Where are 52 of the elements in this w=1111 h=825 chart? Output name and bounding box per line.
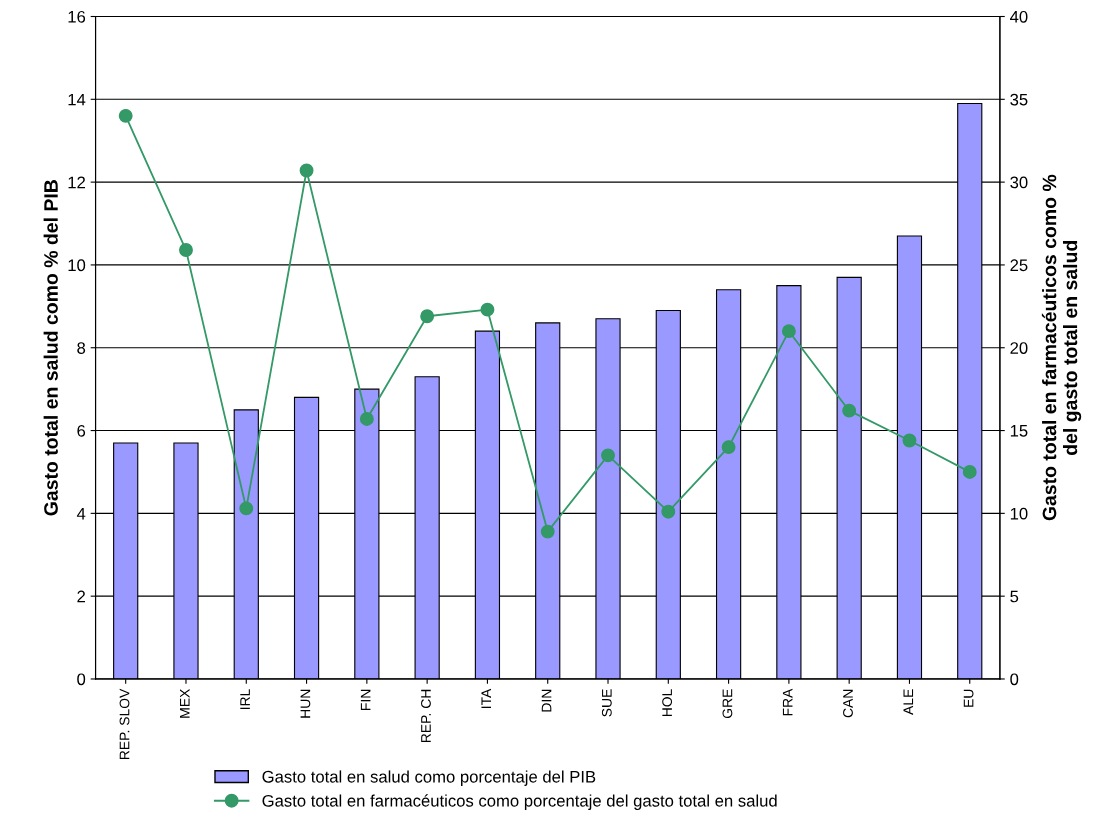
y2-tick-label: 25 [1010,259,1028,272]
point [842,403,857,418]
y-tick-label: 0 [77,673,86,686]
x-tick-label: EU [963,689,974,707]
x-tick-label: REP. CH [421,689,431,743]
y-tick-label: 8 [77,342,86,354]
point [781,324,796,339]
x-tick-label: CAN [843,689,853,718]
point [902,433,917,448]
y2-tick-label: 40 [1010,10,1028,23]
point [359,412,374,426]
y-tick-label: 16 [68,10,86,23]
y2-tick-label: 10 [1010,507,1028,520]
point [480,302,495,317]
y2-tick-label: 20 [1010,342,1028,354]
legend-label: Gasto total en salud como porcentaje del PIB [262,770,596,786]
legend-label: Gasto total en farmacéuticos como porcentaje del gasto total en salud [262,794,777,810]
y2-tick-label: 30 [1010,176,1028,189]
point [540,524,555,539]
y-tick-label: 6 [77,424,86,437]
x-tick-label: HUN [300,689,311,718]
x-tick-label: ALE [903,689,914,715]
point [721,440,736,455]
point [179,243,193,257]
y-tick-label: 2 [77,590,85,603]
y2-tick-label: 35 [1010,93,1028,106]
x-tick-label: REP. SLOV [119,688,130,760]
y-tick-label: 14 [68,93,86,106]
x-tick-label: FIN [360,689,371,710]
x-tick-label: HOL [662,689,673,717]
x-tick-label: MEX [180,688,190,718]
y-tick-label: 12 [68,176,85,189]
x-tick-label: GRE [722,689,733,719]
y-axis-title: Gasto total en salud como % del PIB [43,180,58,516]
y-tick-label: 4 [76,507,86,520]
y2-tick-label: 5 [1010,590,1019,603]
x-tick-label: DIN [541,689,552,712]
point [601,448,615,463]
y2-tick-label: 0 [1010,673,1019,686]
point [661,504,676,519]
point [962,465,977,479]
x-tick-label: IRL [240,689,250,710]
point [299,163,314,178]
x-tick-label: ITA [481,688,492,708]
x-tick-label: FRA [782,688,793,716]
point [118,108,133,123]
point [239,501,254,516]
x-tick-label: SUE [601,689,612,717]
y2-tick-label: 15 [1010,425,1028,437]
point [420,309,435,324]
y2-axis-title: Gasto total en farmacéuticos como % del gasto total en salud [1041,174,1082,521]
y-tick-label: 10 [68,259,86,272]
